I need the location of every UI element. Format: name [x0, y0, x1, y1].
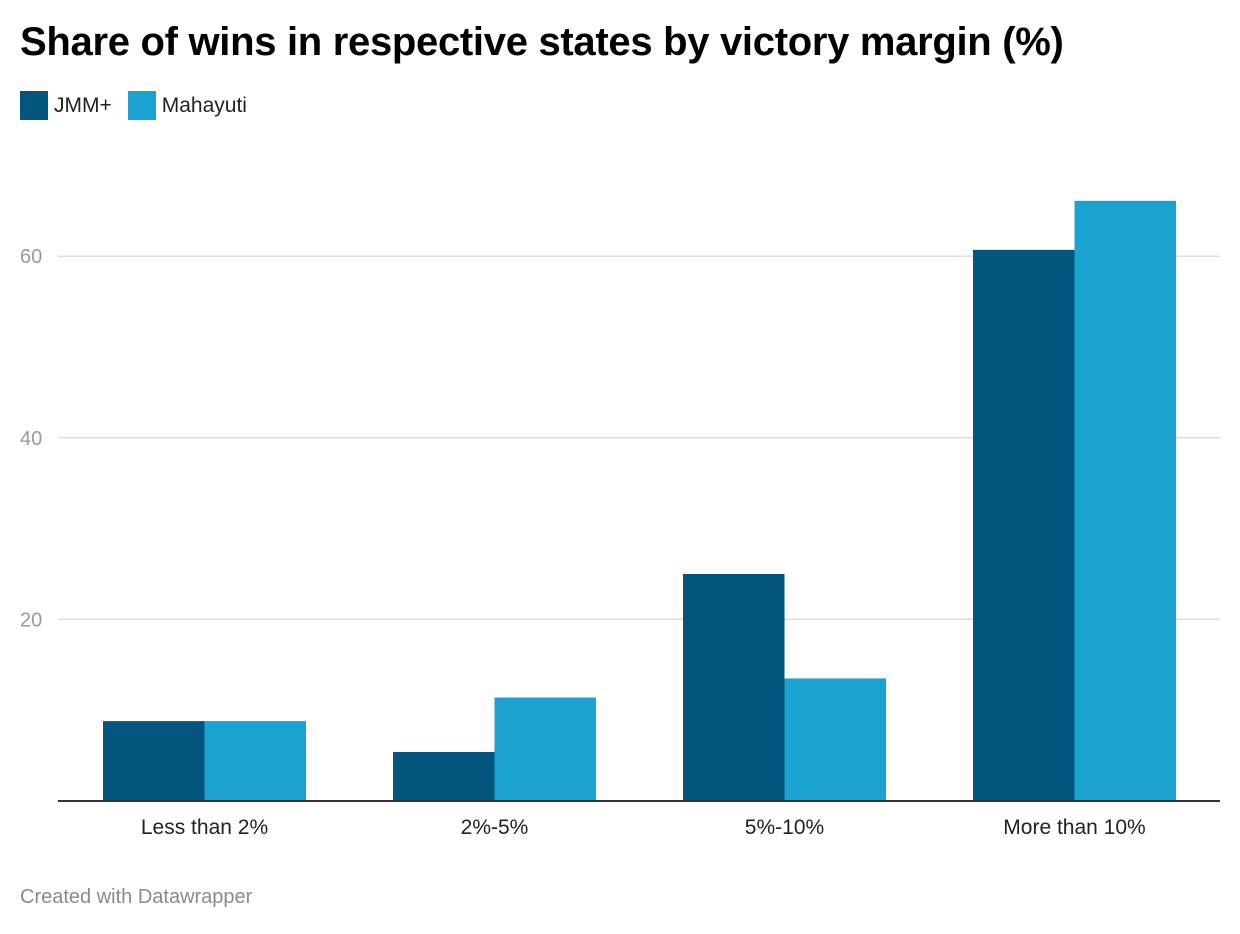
- y-tick-label-40: 40: [20, 428, 42, 450]
- y-tick-label-20: 20: [20, 609, 42, 631]
- legend-label-jmm: JMM+: [54, 93, 112, 117]
- legend-item-mahayuti: Mahayuti: [127, 91, 247, 120]
- x-tick-label-0: Less than 2%: [141, 816, 268, 839]
- bar-mahayuti-0: [204, 721, 306, 801]
- legend: JMM+ Mahayuti: [20, 91, 263, 120]
- bar-jmm-2: [683, 574, 785, 801]
- y-tick-label-60: 60: [20, 246, 42, 268]
- legend-item-jmm: JMM+: [20, 91, 112, 120]
- footer-credit: Created with Datawrapper: [20, 886, 253, 908]
- bar-jmm-1: [393, 751, 495, 801]
- x-tick-label-1: 2%-5%: [461, 816, 529, 839]
- bar-jmm-0: [103, 721, 205, 801]
- chart-title: Share of wins in respective states by vi…: [20, 20, 1064, 64]
- bar-mahayuti-3: [1074, 200, 1176, 801]
- legend-swatch-mahayuti: [127, 91, 156, 120]
- bar-jmm-3: [973, 249, 1075, 801]
- bar-mahayuti-2: [784, 678, 886, 801]
- x-tick-label-3: More than 10%: [1003, 816, 1145, 839]
- x-tick-label-2: 5%-10%: [745, 816, 824, 839]
- legend-label-mahayuti: Mahayuti: [161, 93, 247, 117]
- legend-swatch-jmm: [20, 91, 48, 120]
- bar-mahayuti-1: [494, 697, 596, 801]
